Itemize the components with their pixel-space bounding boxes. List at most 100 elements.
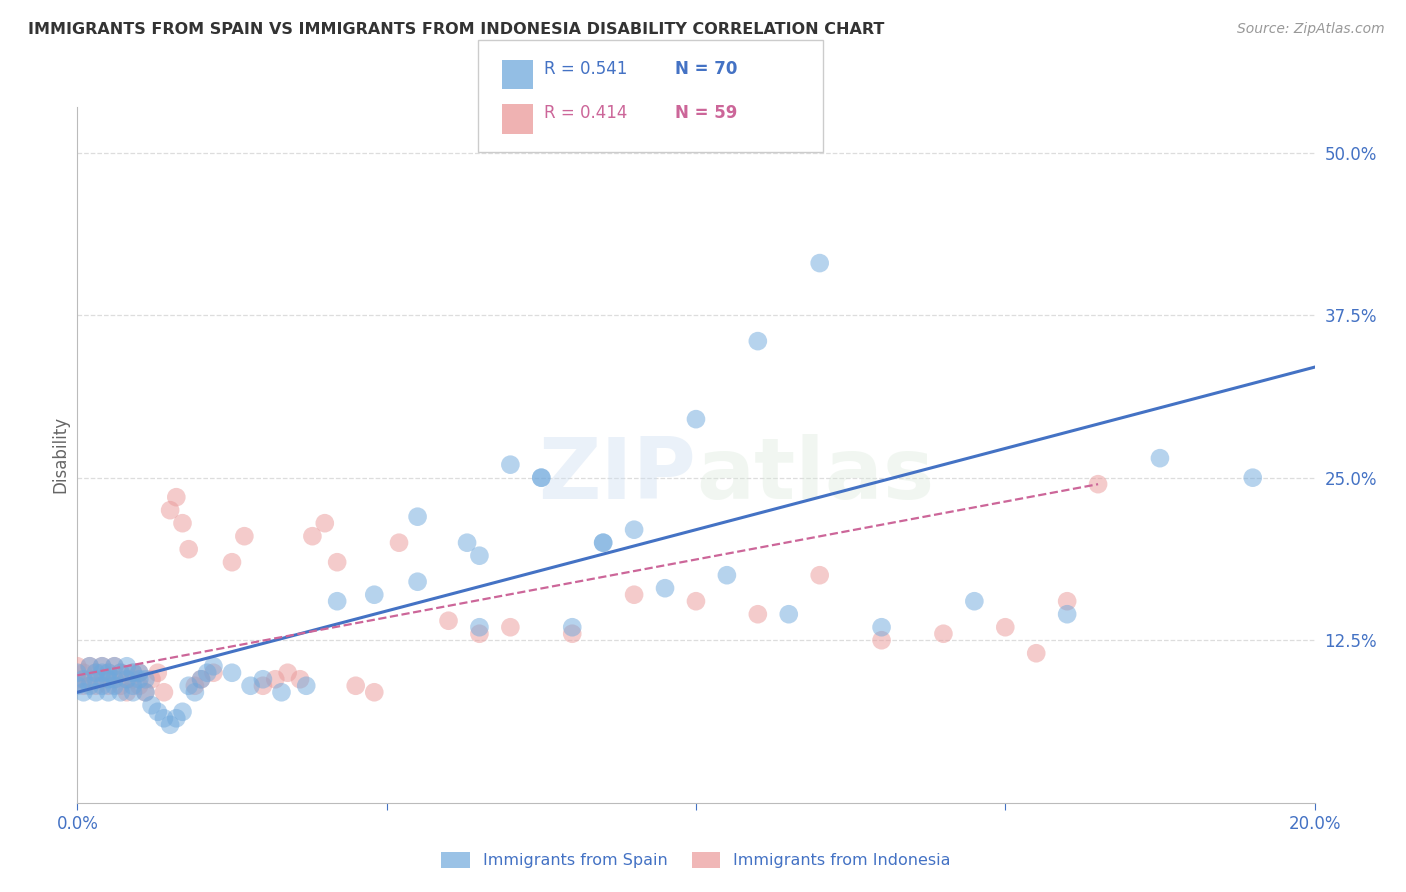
Point (91, 679, 114, 693)
Point (1056, 607, 1078, 622)
Point (103, 659, 125, 673)
Point (437, 614, 460, 628)
Point (115, 672, 138, 686)
Point (870, 633, 893, 648)
Point (103, 672, 125, 686)
Point (91, 672, 114, 686)
Point (103, 659, 125, 673)
Point (91, 665, 114, 680)
Point (468, 620, 491, 634)
Point (195, 665, 218, 680)
Point (103, 679, 125, 693)
Point (134, 685, 156, 699)
Point (202, 665, 225, 680)
Point (468, 549, 491, 563)
Point (172, 705, 194, 719)
Point (301, 529, 323, 543)
Point (146, 705, 169, 719)
Point (202, 659, 225, 673)
Text: N = 70: N = 70 (675, 60, 737, 78)
Point (963, 594, 986, 608)
Point (110, 665, 132, 680)
Point (91, 659, 114, 673)
Point (134, 672, 156, 686)
Point (1025, 646, 1047, 660)
Point (115, 672, 138, 686)
Point (177, 679, 200, 693)
Point (1149, 451, 1171, 466)
Point (592, 535, 614, 549)
Point (1056, 594, 1078, 608)
Text: N = 59: N = 59 (675, 104, 737, 122)
Point (122, 685, 145, 699)
Point (110, 665, 132, 680)
Point (288, 672, 311, 686)
Point (326, 594, 349, 608)
Point (264, 672, 287, 686)
Point (79, 672, 101, 686)
Point (456, 535, 478, 549)
Text: IMMIGRANTS FROM SPAIN VS IMMIGRANTS FROM INDONESIA DISABILITY CORRELATION CHART: IMMIGRANTS FROM SPAIN VS IMMIGRANTS FROM… (28, 22, 884, 37)
Point (778, 607, 800, 622)
Text: ZIP: ZIP (538, 434, 696, 517)
Point (66, 659, 89, 673)
Point (808, 568, 831, 582)
Y-axis label: Disability: Disability (51, 417, 69, 493)
Point (79, 659, 101, 673)
Point (97, 679, 120, 693)
Point (172, 516, 194, 531)
Point (994, 620, 1017, 634)
Point (84, 672, 107, 686)
Point (159, 718, 181, 732)
Point (153, 685, 176, 699)
Point (141, 698, 163, 713)
Point (91, 659, 114, 673)
Point (561, 626, 583, 640)
Point (190, 672, 212, 686)
Point (808, 256, 831, 270)
Point (270, 685, 292, 699)
Point (239, 679, 262, 693)
Point (159, 503, 181, 517)
Point (97, 672, 120, 686)
Point (623, 523, 645, 537)
Point (84, 679, 107, 693)
Point (221, 665, 243, 680)
Point (870, 620, 893, 634)
Point (103, 672, 125, 686)
Point (184, 685, 207, 699)
Point (184, 679, 207, 693)
Point (1241, 471, 1264, 485)
Point (221, 555, 243, 569)
Text: atlas: atlas (696, 434, 934, 517)
Point (623, 588, 645, 602)
Point (363, 588, 385, 602)
Point (110, 679, 132, 693)
Point (530, 471, 553, 485)
Point (110, 685, 132, 699)
Point (122, 665, 145, 680)
Text: Source: ZipAtlas.com: Source: ZipAtlas.com (1237, 22, 1385, 37)
Point (326, 555, 349, 569)
Point (79, 659, 101, 673)
Point (344, 679, 367, 693)
Point (97, 665, 120, 680)
Point (233, 529, 256, 543)
Point (716, 568, 738, 582)
Point (72, 665, 94, 680)
Text: R = 0.541: R = 0.541 (544, 60, 627, 78)
Point (141, 672, 163, 686)
Point (1087, 477, 1109, 491)
Point (72, 672, 94, 686)
Point (84, 665, 107, 680)
Point (592, 535, 614, 549)
Point (97, 665, 120, 680)
Point (79, 679, 101, 693)
Point (84, 665, 107, 680)
Point (499, 458, 522, 472)
Point (134, 685, 156, 699)
Point (66, 665, 89, 680)
Point (66, 672, 89, 686)
Point (406, 509, 429, 524)
Point (561, 620, 583, 634)
